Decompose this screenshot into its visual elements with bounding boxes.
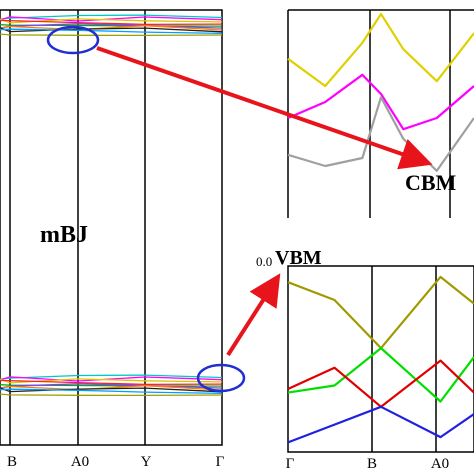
cbm-pointer-arrow (96, 46, 433, 170)
main-panel: mBJ B A0 Y Γ (0, 9, 246, 470)
vbm-series-line-0 (287, 275, 474, 350)
vbm-highlight-ellipse (196, 363, 246, 393)
vbm-xtick-gamma: Γ (286, 456, 295, 472)
main-xtick-gamma: Γ (216, 454, 225, 470)
main-vb-band-line-2 (0, 378, 223, 384)
main-frame (0, 9, 223, 446)
main-vb-band-line-9 (0, 393, 223, 397)
main-vb-band-line-7 (0, 387, 223, 393)
main-cb-band-line-1 (0, 16, 223, 22)
vbm-pointer-arrow (226, 273, 281, 357)
cbm-panel: CBM (287, 9, 474, 218)
cbm-series-group (287, 12, 474, 172)
main-vb-band-line-3 (0, 379, 223, 386)
vbm-panel: 0.0 VBM Γ B A0 (256, 247, 474, 472)
vbm-ytick-zero: 0.0 (256, 254, 272, 269)
main-vb-band-line-8 (0, 388, 223, 395)
main-xtick-y: Y (141, 454, 152, 470)
vbm-xtick-b: B (367, 456, 377, 472)
cbm-annotation: CBM (405, 170, 457, 195)
vbm-annotation: VBM (275, 247, 322, 269)
vbm-frame (287, 265, 474, 453)
main-valence-bands (0, 374, 223, 397)
cbm-series-line-1 (287, 73, 474, 131)
main-cb-band-line-2 (0, 18, 223, 24)
cbm-series-line-2 (287, 96, 474, 172)
main-xtick-a0: A0 (71, 454, 89, 470)
vbm-series-line-1 (287, 347, 474, 403)
main-vb-band-line-1 (0, 376, 223, 382)
main-cb-band-line-7 (0, 27, 223, 33)
cbm-series-line-0 (287, 12, 474, 88)
main-xtick-b: B (7, 454, 17, 470)
cbm-highlight-ellipse (46, 25, 100, 55)
main-cb-band-line-3 (0, 19, 223, 26)
main-conduction-bands (0, 14, 223, 37)
vbm-series-line-3 (287, 405, 474, 444)
vbm-series-line-2 (287, 359, 474, 408)
main-cb-band-line-9 (0, 33, 223, 37)
main-annotation: mBJ (40, 222, 88, 248)
vbm-xtick-a0: A0 (431, 456, 449, 472)
main-cb-band-line-8 (0, 28, 223, 35)
vbm-series-group (287, 275, 474, 444)
